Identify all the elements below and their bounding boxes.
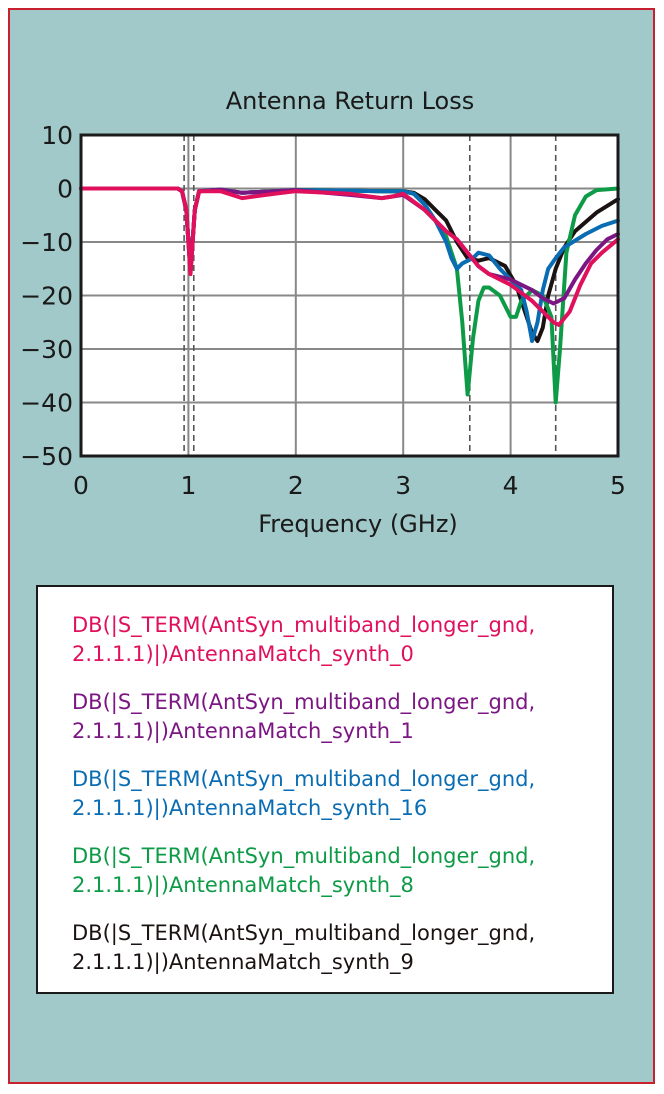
x-tick-label: 1 — [180, 471, 196, 500]
chart-title: Antenna Return Loss — [226, 87, 474, 115]
legend-entry-synth-0: DB(|S_TERM(AntSyn_multiband_longer_gnd, … — [72, 613, 536, 666]
y-tick-label: −40 — [20, 389, 73, 418]
y-tick-label: −50 — [20, 442, 73, 471]
chart-area: Antenna Return Loss 0 1 2 3 4 5 10 0 −10 −20 −30 −… — [20, 87, 626, 538]
y-tick-label: −10 — [20, 228, 73, 257]
marker-lines — [183, 135, 557, 456]
data-series — [79, 186, 620, 405]
y-tick-labels: 10 0 −10 −20 −30 −40 −50 — [20, 121, 73, 471]
x-tick-label: 4 — [503, 471, 519, 500]
x-tick-label: 5 — [610, 471, 626, 500]
x-axis-label: Frequency (GHz) — [258, 510, 458, 538]
series-line — [79, 186, 620, 327]
legend-entry-synth-8: DB(|S_TERM(AntSyn_multiband_longer_gnd, … — [72, 844, 536, 897]
y-tick-label: 0 — [57, 175, 73, 204]
x-tick-label: 2 — [288, 471, 304, 500]
y-tick-label: 10 — [41, 121, 73, 150]
y-tick-label: −30 — [20, 335, 73, 364]
legend-entry-synth-16: DB(|S_TERM(AntSyn_multiband_longer_gnd, … — [72, 767, 536, 820]
legend-entry-synth-1: DB(|S_TERM(AntSyn_multiband_longer_gnd, … — [72, 690, 536, 743]
legend-entry-synth-9: DB(|S_TERM(AntSyn_multiband_longer_gnd, … — [72, 921, 536, 974]
x-tick-label: 0 — [73, 471, 89, 500]
plot-border — [79, 133, 620, 458]
x-tick-label: 3 — [395, 471, 411, 500]
x-tick-labels: 0 1 2 3 4 5 — [73, 471, 626, 500]
legend: DB(|S_TERM(AntSyn_multiband_longer_gnd, … — [36, 585, 614, 994]
y-tick-label: −20 — [20, 282, 73, 311]
